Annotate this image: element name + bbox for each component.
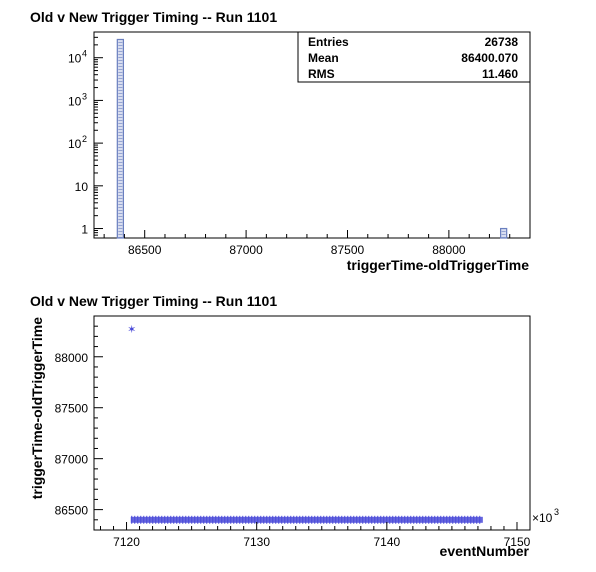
histogram-x-tick-label: 87000 [229, 243, 263, 257]
stats-mean-value: 86400.070 [461, 51, 518, 65]
histogram-panel: Old v New Trigger Timing -- Run 1101 865… [30, 9, 531, 273]
histogram-bar [499, 227, 508, 239]
histogram-x-tick-label: 87500 [331, 243, 365, 257]
scatter-title: Old v New Trigger Timing -- Run 1101 [30, 293, 277, 309]
histogram-y-tick-exp: 3 [82, 91, 87, 101]
histogram-title: Old v New Trigger Timing -- Run 1101 [30, 9, 277, 25]
histogram-y-tick-base: 10 [68, 137, 82, 151]
stats-entries-value: 26738 [485, 35, 519, 49]
scatter-points: ✶ [127, 324, 483, 524]
histogram-y-tick-base: 10 [68, 52, 82, 66]
stats-box: Entries 26738 Mean 86400.070 RMS 11.460 [297, 31, 531, 83]
histogram-y-tick-exp: 4 [82, 49, 87, 59]
stats-box-frame [297, 31, 531, 83]
scatter-x-tick-label: 7130 [243, 535, 270, 549]
scatter-point-band [130, 516, 483, 523]
histogram-x-axis-label: triggerTime-oldTriggerTime [347, 257, 530, 273]
scatter-y-tick-label: 88000 [55, 351, 89, 365]
histogram-x-ticks: 86500 87000 87500 88000 [103, 230, 531, 257]
scatter-frame [93, 315, 531, 531]
scatter-y-axis-label: triggerTime-oldTriggerTime [29, 317, 45, 500]
scatter-x-tick-label: 7150 [504, 535, 531, 549]
histogram-bars [116, 38, 508, 239]
scatter-x-tick-label: 7140 [373, 535, 400, 549]
scatter-y-tick-label: 86500 [55, 504, 89, 518]
scatter-y-tick-label: 87500 [55, 402, 89, 416]
scatter-panel: Old v New Trigger Timing -- Run 1101 ✶ 7… [29, 293, 559, 559]
stats-rms-label: RMS [308, 67, 335, 81]
scatter-x-tick-label: 7120 [113, 535, 140, 549]
scatter-x-axis-label: eventNumber [440, 543, 530, 559]
histogram-y-tick-label: 10 [75, 180, 89, 194]
stats-rms-value: 11.460 [482, 67, 518, 81]
scatter-outlier-point: ✶ [127, 324, 136, 336]
histogram-y-tick-base: 10 [68, 94, 82, 108]
scatter-y-ticks: 86500 87000 87500 88000 [55, 315, 103, 531]
stats-mean-label: Mean [308, 51, 339, 65]
histogram-x-tick-label: 86500 [128, 243, 162, 257]
x-multiplier-text: ×10 [532, 511, 553, 525]
stats-entries-label: Entries [308, 35, 349, 49]
histogram-y-tick-label: 1 [81, 223, 88, 237]
histogram-x-tick-label: 88000 [432, 243, 466, 257]
scatter-x-ticks: 7120 7130 7140 7150 [100, 522, 531, 549]
histogram-y-tick-exp: 2 [82, 134, 87, 144]
scatter-y-tick-label: 87000 [55, 453, 89, 467]
x-multiplier-exponent: 3 [554, 507, 559, 517]
x-multiplier: ×10 3 [532, 507, 559, 525]
